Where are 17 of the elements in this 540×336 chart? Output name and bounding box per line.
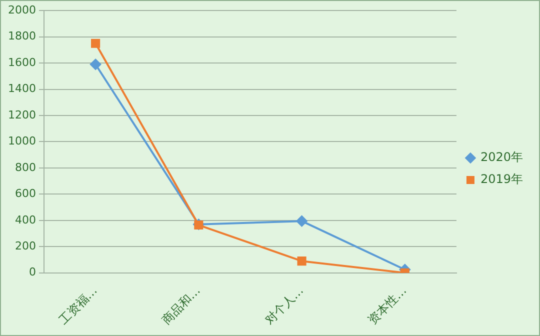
y-tick-label: 200 [14, 240, 36, 253]
x-tick-label: 资本性… [365, 283, 410, 328]
y-tick-label: 2000 [8, 3, 36, 16]
x-tick-label: 对个人… [262, 283, 306, 328]
y-tick-label: 1600 [8, 56, 36, 69]
x-tick-label: 商品和… [159, 283, 203, 328]
y-tick-label: 1400 [8, 82, 36, 96]
legend-label: 2020年 [480, 150, 524, 164]
legend-label: 2019年 [480, 172, 524, 186]
y-tick-label: 400 [14, 213, 36, 226]
y-tick-label: 600 [14, 187, 36, 200]
y-tick-label: 0 [28, 266, 36, 279]
y-tick-label: 1200 [8, 108, 36, 122]
y-tick-label: 1800 [8, 30, 36, 43]
y-tick-label: 800 [14, 160, 36, 174]
x-tick-label: 工资福… [56, 283, 100, 328]
y-tick-label: 1000 [8, 134, 36, 148]
